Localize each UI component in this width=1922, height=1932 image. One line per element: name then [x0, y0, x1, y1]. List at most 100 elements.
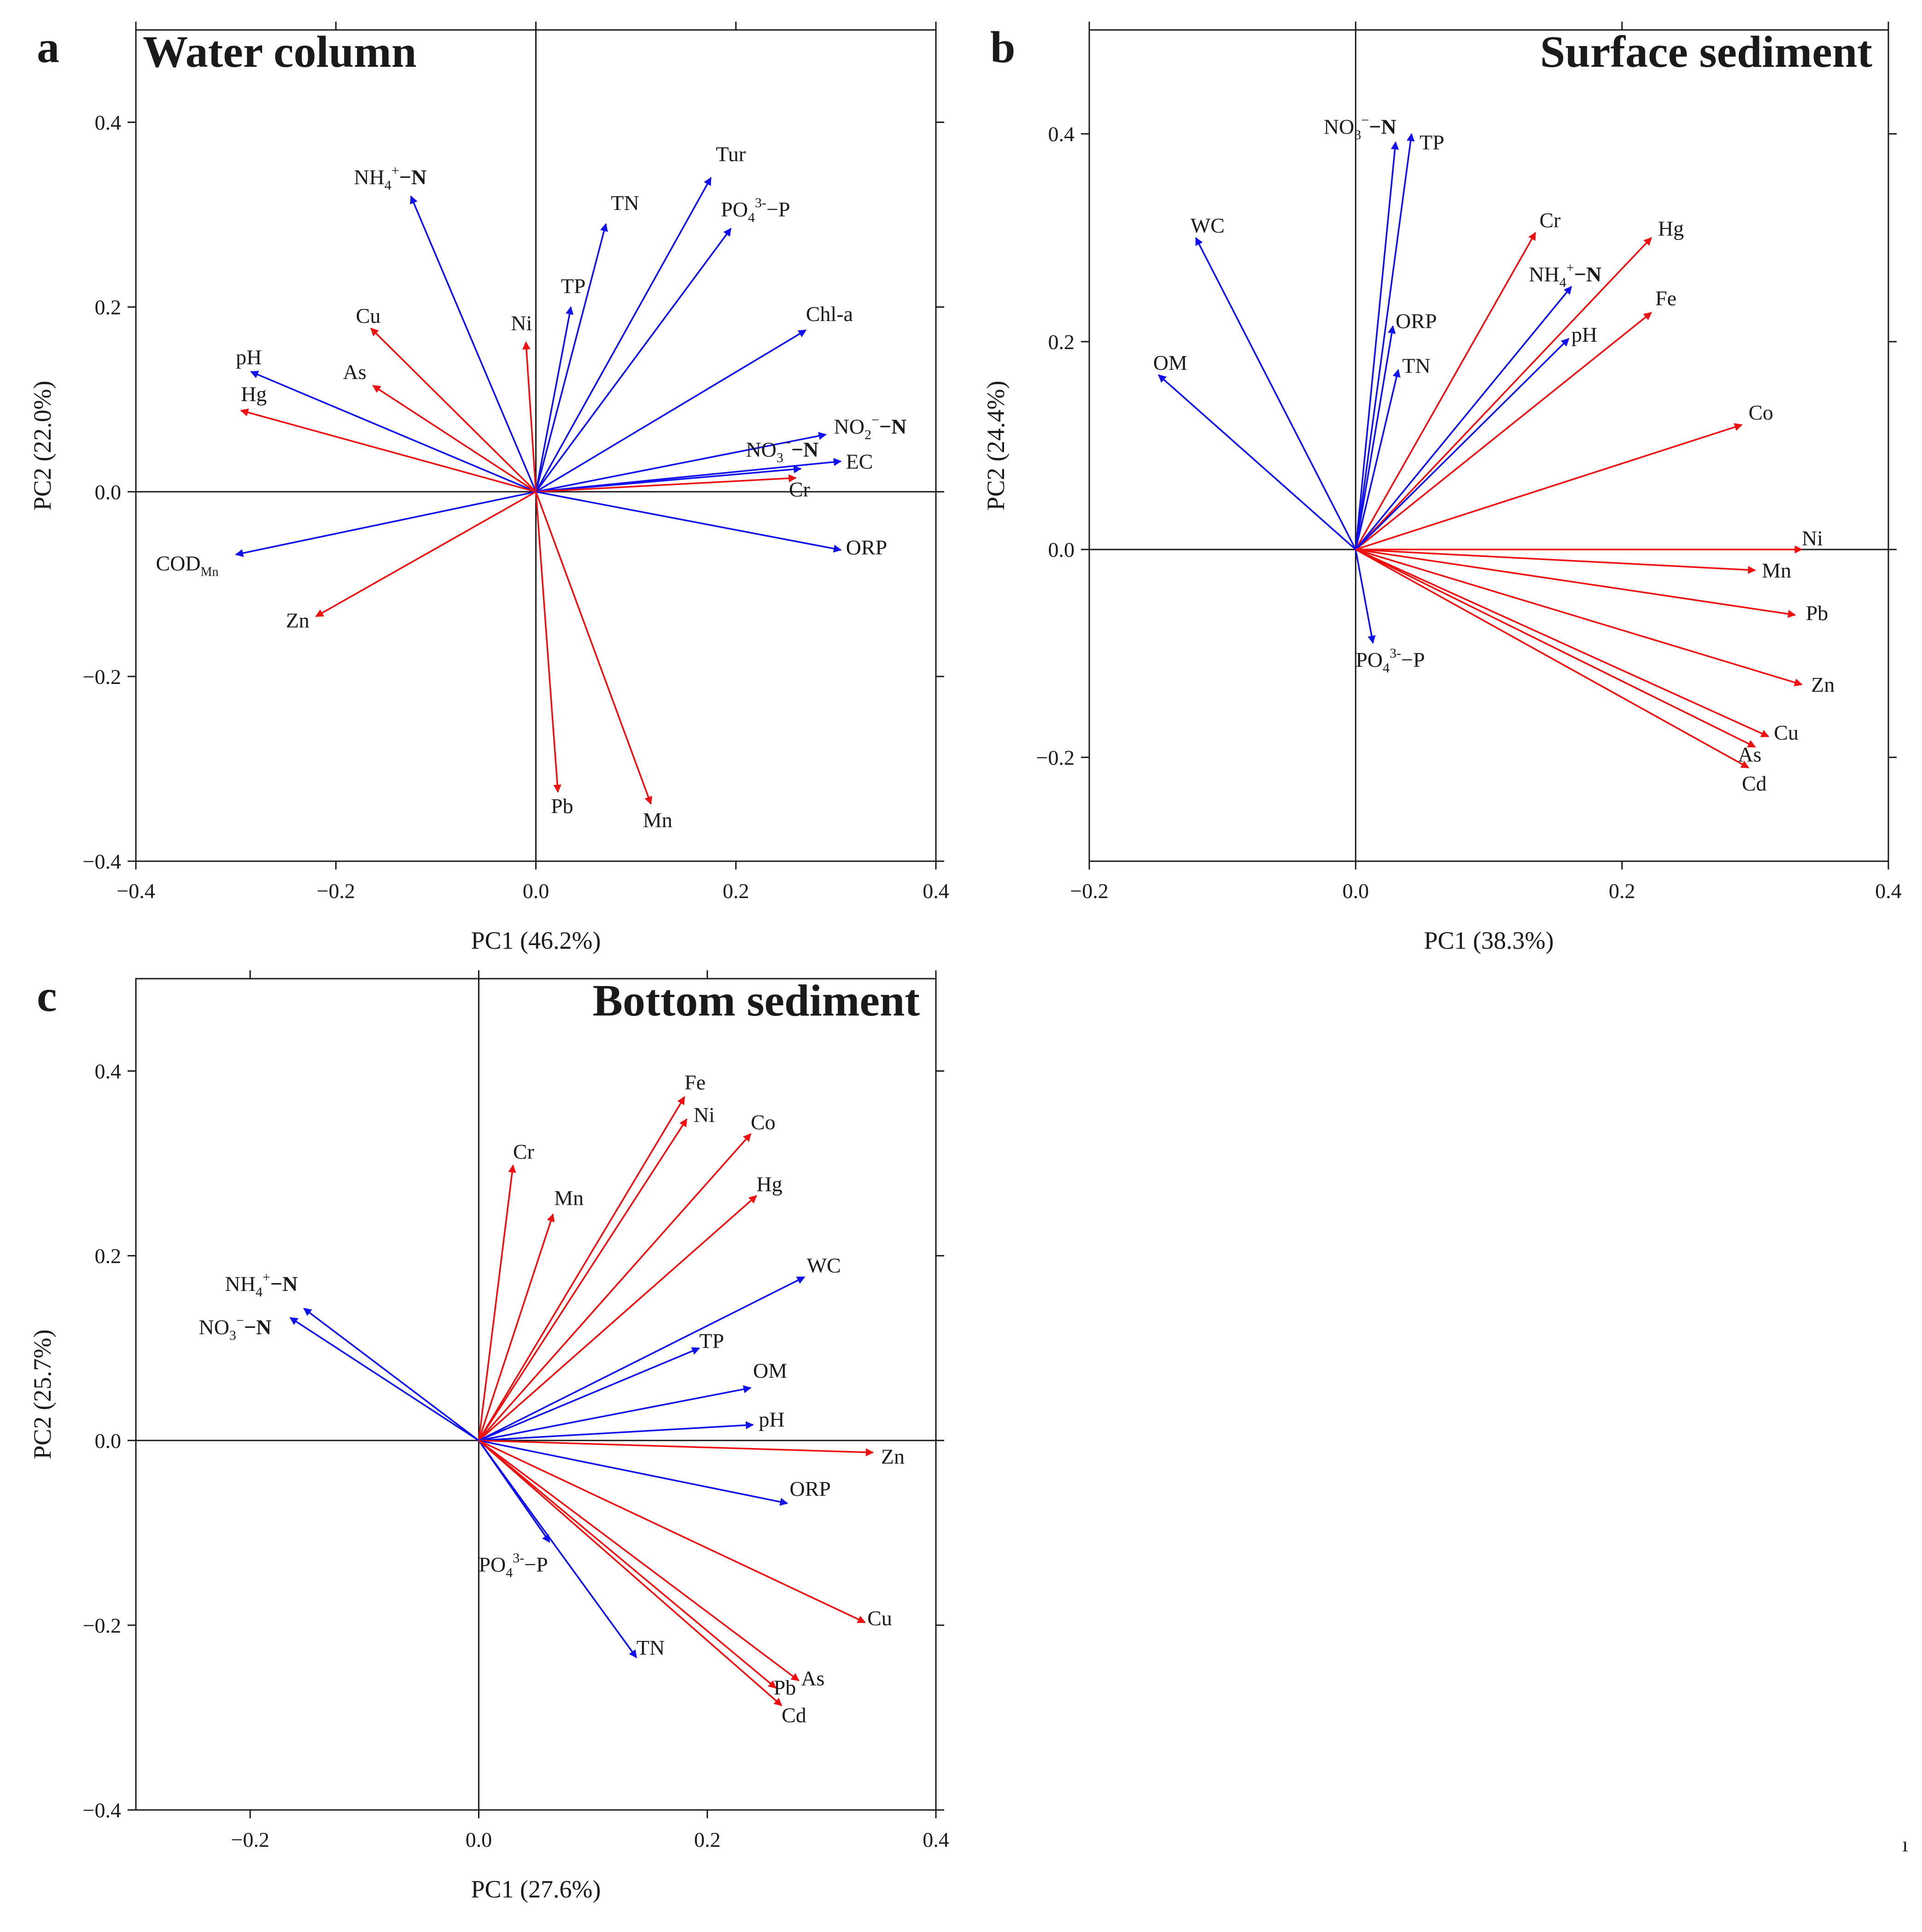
- vector-label-nh4-n: NH4+−N: [354, 163, 426, 193]
- vector-label-orp: ORP: [846, 536, 887, 559]
- vector-label-no3-n: NO3−−N: [1324, 113, 1396, 143]
- x-tick-label: 0.0: [1343, 879, 1369, 903]
- vector-label-cu: Cu: [1774, 721, 1799, 744]
- vector-arrow-zn: [1355, 549, 1803, 687]
- x-tick-label: −0.2: [231, 1828, 269, 1851]
- y-tick-label: 0.2: [1048, 330, 1075, 354]
- vector-arrow-nh4-n: [1355, 286, 1572, 550]
- vector-label-mn: Mn: [554, 1186, 584, 1209]
- vector-label-om: OM: [1153, 351, 1187, 374]
- vector-label-tn: TN: [1402, 354, 1431, 378]
- vector-label-hg: Hg: [1658, 217, 1684, 240]
- vector-label-ph: pH: [236, 345, 262, 369]
- vector-arrow-as: [372, 385, 537, 493]
- y-tick-label: 0.2: [95, 1244, 122, 1268]
- y-tick-label: 0.0: [95, 480, 122, 504]
- vector-label-zn: Zn: [286, 609, 310, 632]
- x-tick-label: 0.4: [923, 879, 949, 903]
- vector-arrow-codmn: [235, 491, 536, 557]
- vector-arrow-ni: [522, 341, 537, 492]
- vector-label-hg: Hg: [756, 1172, 782, 1196]
- vector-label-nh4-n: NH4+−N: [1529, 260, 1601, 290]
- vector-label-pb: Pb: [551, 794, 573, 818]
- vector-arrow-po43-p: [1355, 549, 1376, 644]
- vector-label-fe: Fe: [1655, 286, 1677, 310]
- panel-title: Surface sediment: [1540, 27, 1873, 77]
- vector-label-fe: Fe: [684, 1071, 706, 1094]
- vector-arrow-zn: [315, 491, 537, 618]
- vector-arrow-orp: [1355, 325, 1396, 550]
- x-tick-label: 0.0: [523, 879, 549, 903]
- vector-label-wc: WC: [807, 1254, 841, 1277]
- vector-label-po43-p: PO43-−P: [721, 195, 790, 225]
- vector-label-co: Co: [1748, 401, 1773, 424]
- vector-label-co: Co: [751, 1110, 776, 1134]
- vector-arrow-tn: [1355, 369, 1401, 550]
- vector-arrow-hg: [240, 409, 536, 493]
- vector-label-ph: pH: [759, 1408, 784, 1431]
- panel-letter: a: [37, 23, 59, 72]
- vector-label-orp: ORP: [1396, 309, 1437, 333]
- panel-water-column: −0.4 −0.2 0.0 0.2 0.4 −0.4 −0.2 0.0 0.2 0.4 PC1 (4…: [29, 22, 949, 954]
- y-axis-title: PC2 (25.7%): [29, 1330, 56, 1459]
- plot-frame: [135, 978, 937, 1811]
- vector-arrow-cr: [536, 474, 797, 493]
- vector-arrow-cd: [1355, 549, 1749, 769]
- y-tick-label: −0.4: [83, 850, 121, 873]
- panel-letter: b: [990, 23, 1016, 72]
- vector-arrow-tp: [1355, 133, 1415, 550]
- vector-label-om: OM: [753, 1359, 787, 1382]
- vector-arrow-mn: [535, 491, 652, 805]
- x-axis-title: PC1 (38.3%): [1424, 927, 1554, 954]
- vector-arrow-mn: [478, 1213, 555, 1441]
- vector-label-no3-n: NO3−−N: [199, 1313, 271, 1343]
- plot-frame: [1088, 29, 1889, 862]
- vector-arrow-co: [1355, 423, 1743, 550]
- vector-arrow-fe: [478, 1096, 685, 1441]
- vector-label-cd: Cd: [1742, 772, 1767, 795]
- vector-arrow-ph: [250, 371, 537, 493]
- vector-label-tp: TP: [561, 274, 586, 298]
- vector-arrow-cu: [370, 327, 537, 493]
- vector-label-no3-n: NO3−−N: [746, 436, 818, 466]
- vector-arrow-cd: [478, 1440, 783, 1706]
- vector-label-tp: TP: [699, 1329, 724, 1353]
- vector-arrow-tur: [535, 177, 712, 492]
- x-tick-label: −0.2: [1070, 879, 1108, 903]
- vector-label-zn: Zn: [881, 1445, 905, 1468]
- x-tick-label: −0.2: [317, 879, 355, 903]
- vector-arrow-zn: [479, 1440, 874, 1457]
- x-tick-label: 0.4: [1875, 879, 1902, 903]
- y-tick-label: 0.0: [1048, 538, 1075, 561]
- vector-label-as: As: [343, 360, 366, 384]
- vector-label-cr: Cr: [1539, 209, 1560, 232]
- vector-arrow-tp: [535, 306, 574, 492]
- vector-arrow-cr: [1355, 232, 1536, 550]
- vector-arrow-as: [478, 1440, 800, 1681]
- vector-label-pb: Pb: [1806, 601, 1829, 625]
- panel-surface-sediment: −0.2 0.0 0.2 0.4 −0.2 0.0 0.2 0.4 PC1 (38.3%) PC2…: [982, 22, 1902, 954]
- y-tick-label: 0.2: [95, 296, 122, 319]
- vector-label-ni: Ni: [1802, 526, 1823, 550]
- vector-label-codmn: CODMn: [156, 551, 218, 579]
- vector-label-ni: Ni: [511, 311, 532, 335]
- vector-label-tur: Tur: [716, 142, 746, 166]
- x-tick-label: 0.0: [466, 1828, 492, 1851]
- y-tick-label: −0.4: [83, 1798, 121, 1822]
- vector-label-as: As: [801, 1666, 824, 1690]
- panel-bottom-sediment: −0.2 0.0 0.2 0.4 −0.4 −0.2 0.0 0.2 0.4 PC1 (27.6%…: [29, 970, 949, 1903]
- vector-arrow-hg: [1355, 237, 1652, 550]
- panel-title: Water column: [143, 27, 416, 77]
- vector-arrow-orp: [479, 1440, 789, 1506]
- vector-arrow-orp: [536, 491, 842, 553]
- vector-arrow-co: [478, 1133, 752, 1441]
- vector-label-tn: TN: [611, 191, 639, 215]
- vector-label-chl-a: Chl-a: [806, 302, 853, 326]
- vector-arrow-pb: [1355, 549, 1796, 618]
- vector-label-no2-n: NO2−−N: [834, 412, 907, 442]
- vector-label-zn: Zn: [1811, 673, 1834, 696]
- vector-label-tn: TN: [637, 1636, 665, 1659]
- y-axis-title: PC2 (24.4%): [982, 381, 1010, 511]
- vector-arrow-no3-n: [289, 1317, 479, 1442]
- vector-label-tp: TP: [1420, 130, 1444, 154]
